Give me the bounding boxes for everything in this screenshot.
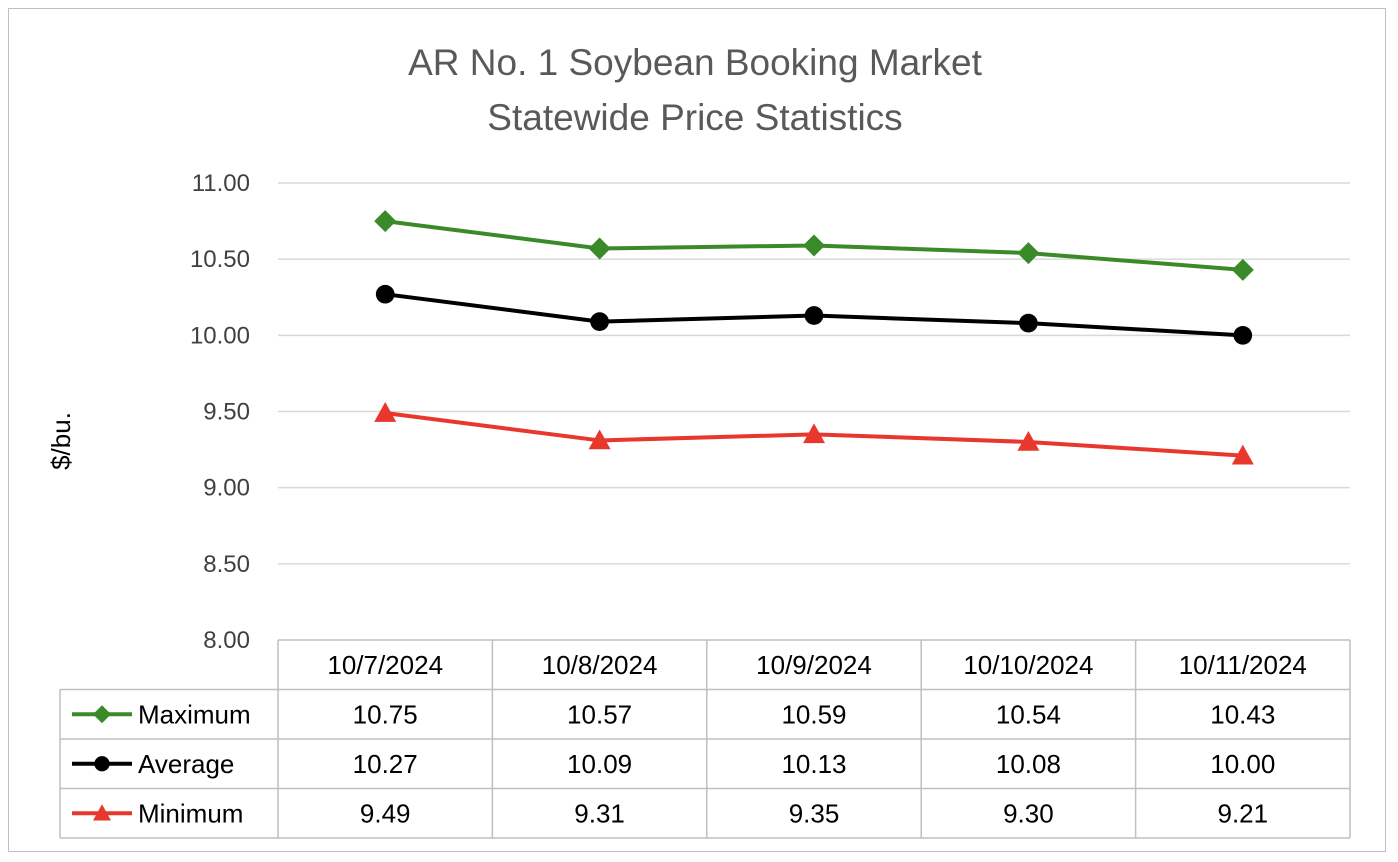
table-cell-value: 10.27: [353, 749, 418, 779]
legend-label: Average: [138, 749, 234, 779]
table-cell-value: 10.09: [567, 749, 632, 779]
y-tick-label: 8.00: [203, 627, 250, 654]
data-point: [375, 284, 395, 304]
table-cell-value: 10.00: [1210, 749, 1275, 779]
series-maximum: [374, 210, 1254, 281]
series-minimum: [374, 402, 1254, 465]
chart-title: AR No. 1 Soybean Booking Market Statewid…: [408, 42, 983, 138]
chart-frame: [8, 8, 1386, 852]
data-point: [374, 210, 397, 233]
y-axis-label: $/bu.: [46, 412, 76, 470]
data-table: 10/7/2024 10/8/2024 10/9/2024 10/10/2024 10/…: [59, 639, 1351, 839]
data-point: [1231, 258, 1254, 281]
series-average: [375, 284, 1253, 345]
y-tick-label: 9.50: [203, 399, 250, 426]
data-point: [588, 429, 611, 450]
plot-series: [374, 210, 1254, 465]
table-cell-value: 9.49: [360, 798, 411, 828]
table-cell-value: 10.57: [567, 699, 632, 729]
x-category-label: 10/10/2024: [963, 650, 1093, 680]
legend-key-marker: [93, 804, 111, 821]
legend-label: Minimum: [138, 798, 243, 828]
data-point: [588, 237, 611, 260]
data-point: [804, 306, 824, 325]
data-point: [374, 402, 397, 422]
table-cell-value: 10.43: [1210, 699, 1275, 729]
y-tick-label: 8.50: [203, 551, 250, 578]
data-point: [1017, 430, 1040, 451]
y-tick-label: 11.00: [192, 170, 250, 197]
y-axis-ticks: 11.00 10.50 10.00 9.50 9.00 8.50 8.00: [190, 170, 250, 654]
data-point: [590, 312, 609, 331]
x-category-label: 10/7/2024: [327, 650, 443, 680]
data-point: [803, 234, 825, 257]
table-cell-value: 10.59: [781, 699, 846, 729]
table-cell-value: 9.35: [789, 798, 840, 828]
legend-label: Maximum: [138, 699, 251, 729]
x-category-label: 10/9/2024: [756, 650, 872, 680]
legend-key-marker: [94, 756, 110, 772]
y-tick-label: 9.00: [203, 475, 250, 502]
table-cell-value: 10.75: [353, 699, 418, 729]
table-cell-value: 9.30: [1003, 798, 1054, 828]
table-cell-value: 10.54: [996, 699, 1061, 729]
table-cell-value: 9.31: [574, 798, 625, 828]
data-point: [1233, 325, 1253, 345]
legend-key-marker: [93, 705, 111, 724]
gridlines: [278, 182, 1350, 565]
data-point: [1019, 313, 1038, 333]
data-point: [1017, 242, 1040, 265]
data-point: [1231, 444, 1254, 465]
table-cell-value: 9.21: [1217, 798, 1268, 828]
y-tick-label: 10.00: [190, 322, 250, 349]
table-cell-value: 10.08: [996, 749, 1061, 779]
chart-title-line-2: Statewide Price Statistics: [487, 97, 902, 138]
x-category-label: 10/8/2024: [542, 650, 658, 680]
table-cell-value: 10.13: [781, 749, 846, 779]
x-category-label: 10/11/2024: [1179, 650, 1307, 680]
chart-title-line-1: AR No. 1 Soybean Booking Market: [408, 42, 983, 83]
data-point: [803, 423, 825, 444]
y-tick-label: 10.50: [190, 246, 250, 273]
